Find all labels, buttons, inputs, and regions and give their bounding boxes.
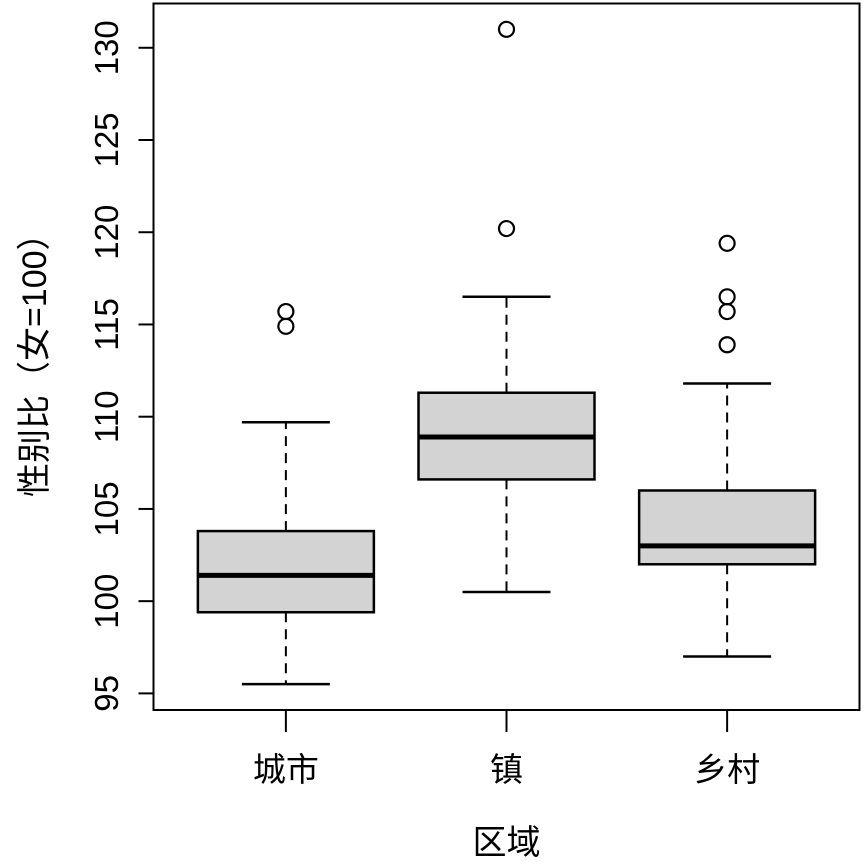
box-rural (637, 234, 817, 658)
y-tick-label: 130 (88, 20, 125, 75)
outlier-point (497, 20, 516, 38)
iqr-box (637, 489, 817, 566)
y-tick-label: 110 (88, 390, 125, 443)
outlier-point (497, 219, 516, 238)
y-tick-label: 115 (88, 298, 125, 351)
y-tick-label: 100 (88, 574, 125, 629)
y-tick-label: 125 (88, 112, 125, 167)
y-tick-label: 120 (88, 205, 125, 260)
box-urban (196, 302, 376, 686)
outlier-point (277, 317, 295, 335)
outlier-point (277, 302, 295, 321)
y-tick-label: 105 (88, 481, 125, 536)
y-axis-title: 性别比（女=100） (16, 216, 54, 497)
outlier-point (718, 302, 736, 321)
x-tick-label: 乡村 (694, 751, 760, 788)
x-tick-label: 城市 (253, 751, 319, 788)
x-tick-label: 镇 (490, 751, 523, 788)
outlier-point (718, 336, 736, 354)
y-tick-label: 95 (88, 675, 125, 712)
box-town (417, 20, 596, 594)
iqr-box (196, 529, 376, 614)
outlier-point (718, 234, 736, 252)
x-axis-title: 区域 (473, 824, 541, 862)
outlier-point (718, 288, 736, 306)
